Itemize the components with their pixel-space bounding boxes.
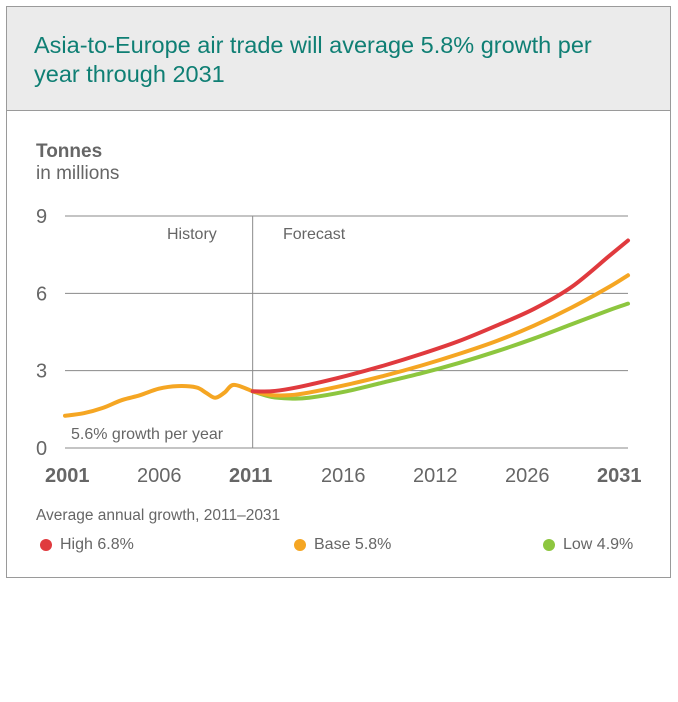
history-label: History	[167, 226, 217, 243]
series-line-base	[250, 273, 630, 398]
x-tick-label: 2001	[45, 465, 90, 487]
grid-layer	[65, 215, 628, 449]
line-layer	[63, 238, 630, 418]
chart-title: Asia-to-Europe air trade will average 5.…	[34, 32, 592, 87]
y-tick-label: 6	[36, 283, 47, 305]
history-line	[63, 382, 255, 418]
history-growth-label: 5.6% growth per year	[71, 426, 224, 443]
x-tick-label: 2012	[413, 465, 458, 487]
legend-dot-high-icon	[40, 539, 52, 551]
forecast-label: Forecast	[283, 226, 346, 243]
y-unit-subtitle: in millions	[36, 163, 119, 184]
chart-card: Asia-to-Europe air trade will average 5.…	[6, 6, 671, 578]
legend-dot-base-icon	[294, 539, 306, 551]
legend-dot-low-icon	[543, 539, 555, 551]
x-tick-label: 2016	[321, 465, 366, 487]
y-tick-label: 3	[36, 361, 47, 383]
legend-label-high: High 6.8%	[60, 536, 134, 553]
legend-item-base: Base 5.8%	[294, 536, 391, 554]
x-tick-label: 2006	[137, 465, 182, 487]
series-line-high	[250, 238, 630, 394]
y-tick-label: 9	[36, 206, 47, 228]
x-tick-label: 2031	[597, 465, 642, 487]
legend-label-low: Low 4.9%	[563, 536, 634, 553]
x-tick-label: 2026	[505, 465, 550, 487]
series-line-low	[250, 301, 630, 401]
text-layer: Tonnes in millions History Forecast 5.6%…	[36, 141, 642, 487]
legend-item-high: High 6.8%	[40, 536, 134, 554]
y-unit-title: Tonnes	[36, 141, 102, 162]
y-tick-label: 0	[36, 438, 47, 460]
legend-label-base: Base 5.8%	[314, 536, 392, 553]
x-tick-label: 2011	[229, 465, 272, 487]
line-chart: Tonnes in millions History Forecast 5.6%…	[36, 141, 642, 487]
legend-item-low: Low 4.9%	[543, 536, 633, 554]
chart-header: Asia-to-Europe air trade will average 5.…	[7, 7, 670, 111]
chart-subtitle: Average annual growth, 2011–2031	[36, 507, 281, 524]
